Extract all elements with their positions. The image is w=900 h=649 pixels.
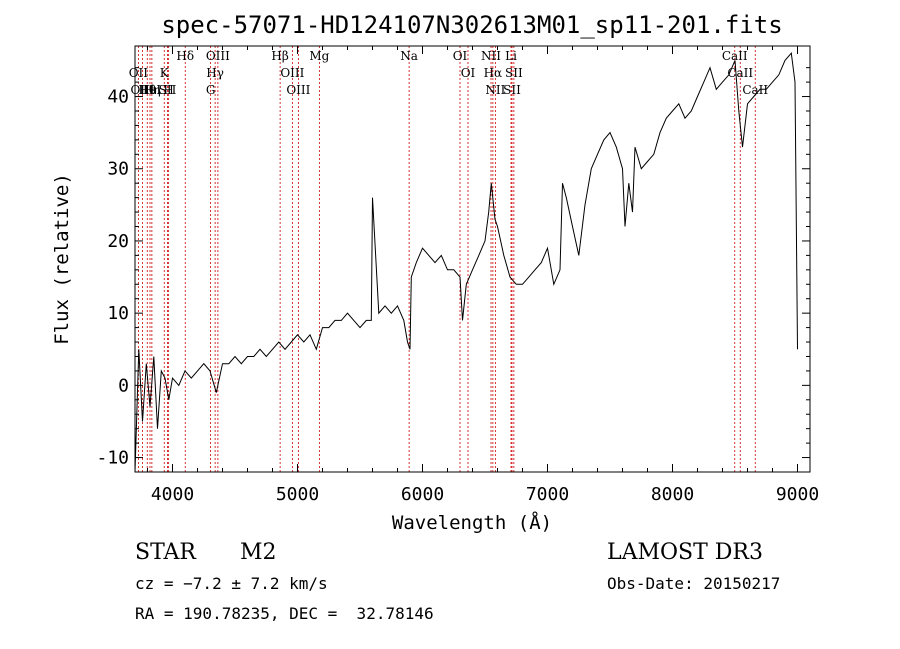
line-label: Hγ bbox=[206, 66, 224, 80]
line-label: G bbox=[206, 83, 216, 97]
subclass-label: M2 bbox=[240, 540, 277, 565]
line-label: CaII bbox=[742, 83, 768, 97]
line-label: OI bbox=[461, 66, 476, 80]
y-tick-label: -10 bbox=[96, 448, 129, 469]
line-label: HeI bbox=[139, 83, 162, 97]
y-axis-label: Flux (relative) bbox=[51, 173, 73, 345]
y-tick-label: 30 bbox=[107, 159, 129, 180]
line-label: Hδ bbox=[176, 49, 194, 63]
line-label: Li bbox=[505, 49, 517, 63]
x-tick-label: 8000 bbox=[651, 484, 694, 505]
axis-ticks: 4000 5000 6000 7000 8000 9000 -10 0 10 20 30 40 bbox=[96, 46, 819, 505]
line-label: Mg bbox=[309, 49, 329, 63]
y-tick-label: 0 bbox=[118, 375, 129, 396]
line-labels: HδOIIOIIIHθHeIHηKSIIHOIIIHγGHβOIIIOIIIMg… bbox=[129, 49, 769, 97]
line-label: OIII bbox=[130, 83, 154, 97]
obs-date-label: Obs-Date: 20150217 bbox=[607, 574, 781, 593]
line-label: Na bbox=[400, 49, 418, 63]
x-tick-label: 4000 bbox=[151, 484, 194, 505]
x-axis-label: Wavelength (Å) bbox=[392, 511, 552, 534]
spectrum-line bbox=[134, 52, 798, 473]
line-markers bbox=[137, 46, 756, 472]
x-tick-label: 7000 bbox=[526, 484, 569, 505]
line-label: Hθ bbox=[138, 83, 156, 97]
class-label: STAR bbox=[135, 540, 196, 565]
line-label: Hη bbox=[143, 83, 161, 97]
line-label: CaII bbox=[727, 66, 753, 80]
survey-label: LAMOST DR3 bbox=[607, 540, 763, 565]
line-label: OIII bbox=[286, 83, 310, 97]
x-tick-label: 6000 bbox=[401, 484, 444, 505]
plot-frame bbox=[134, 45, 811, 473]
line-label: OIII bbox=[206, 49, 230, 63]
line-label: NII bbox=[481, 49, 501, 63]
line-label: SII bbox=[503, 83, 521, 97]
line-label: NII bbox=[485, 83, 505, 97]
line-label: SII bbox=[159, 83, 177, 97]
line-label: OII bbox=[129, 66, 149, 80]
line-label: Hα bbox=[484, 66, 503, 80]
y-tick-label: 40 bbox=[107, 87, 129, 108]
chart-title: spec-57071-HD124107N302613M01_sp11-201.f… bbox=[161, 11, 782, 39]
line-label: SII bbox=[505, 66, 523, 80]
redshift-label: cz = −7.2 ± 7.2 km/s bbox=[135, 574, 328, 593]
line-label: CaII bbox=[722, 49, 748, 63]
line-label: OIII bbox=[280, 66, 304, 80]
x-tick-label: 9000 bbox=[776, 484, 819, 505]
line-label: H bbox=[163, 83, 173, 97]
line-label: K bbox=[160, 66, 170, 80]
y-tick-label: 20 bbox=[107, 231, 129, 252]
line-label: Hβ bbox=[271, 49, 288, 63]
y-tick-label: 10 bbox=[107, 303, 129, 324]
coordinates-label: RA = 190.78235, DEC = 32.78146 bbox=[135, 604, 434, 623]
x-tick-label: 5000 bbox=[276, 484, 319, 505]
line-label: OI bbox=[453, 49, 468, 63]
